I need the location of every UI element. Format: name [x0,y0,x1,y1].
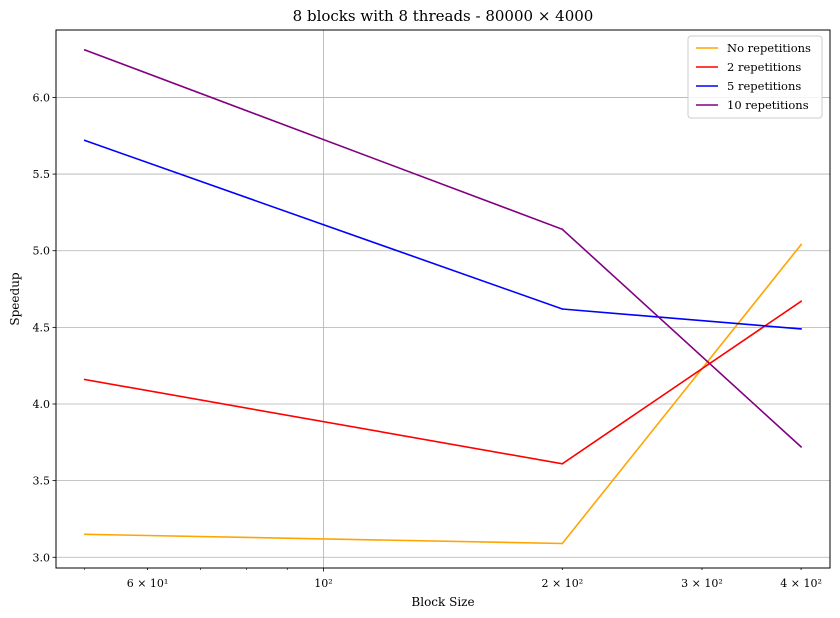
data-point [800,243,803,246]
x-tick-label: 4 × 10² [780,577,822,590]
x-axis-ticks: 6 × 10¹ 10² 2 × 10² 3 × 10² 4 × 10² [127,568,822,590]
chart-title: 8 blocks with 8 threads - 80000 × 4000 [293,7,594,25]
legend-entry-label: 5 repetitions [727,79,801,93]
x-axis-label: Block Size [411,595,474,609]
legend-entry-label: 2 repetitions [727,60,801,74]
data-point [561,542,564,545]
grid-lines [56,30,830,568]
y-tick-label: 3.0 [33,551,51,564]
legend-box [687,35,823,119]
legend-entry-label: 10 repetitions [727,98,809,112]
y-tick-label: 6.0 [33,91,51,104]
plot-frame [55,29,831,569]
y-axis-label: Speedup [8,272,22,326]
data-point [83,49,86,51]
data-point [83,378,86,381]
data-point [800,327,803,330]
series-line-2 [84,300,802,465]
data-point [800,300,803,303]
y-tick-label: 5.0 [33,245,51,258]
series-line-3 [84,139,802,330]
series-line-1 [84,244,802,545]
data-point [561,462,564,465]
data-point [800,446,803,448]
y-axis-ticks: 3.0 3.5 4.0 4.5 5.0 5.5 6.0 [33,91,56,564]
x-tick-label: 3 × 10² [681,577,723,590]
data-point [561,228,564,231]
y-tick-label: 3.5 [33,475,51,488]
x-tick-label: 2 × 10² [541,577,583,590]
data-point [561,308,564,310]
y-tick-label: 5.5 [33,168,51,181]
legend: No repetitions 2 repetitions 5 repetitions… [687,35,823,119]
legend-entry-label: No repetitions [727,41,811,55]
data-point [83,533,86,536]
y-tick-label: 4.5 [33,321,51,334]
x-tick-label: 10² [314,577,332,590]
series-lines [83,49,803,545]
x-tick-label: 6 × 10¹ [127,577,169,590]
data-point [83,139,86,142]
y-tick-label: 4.0 [33,398,51,411]
